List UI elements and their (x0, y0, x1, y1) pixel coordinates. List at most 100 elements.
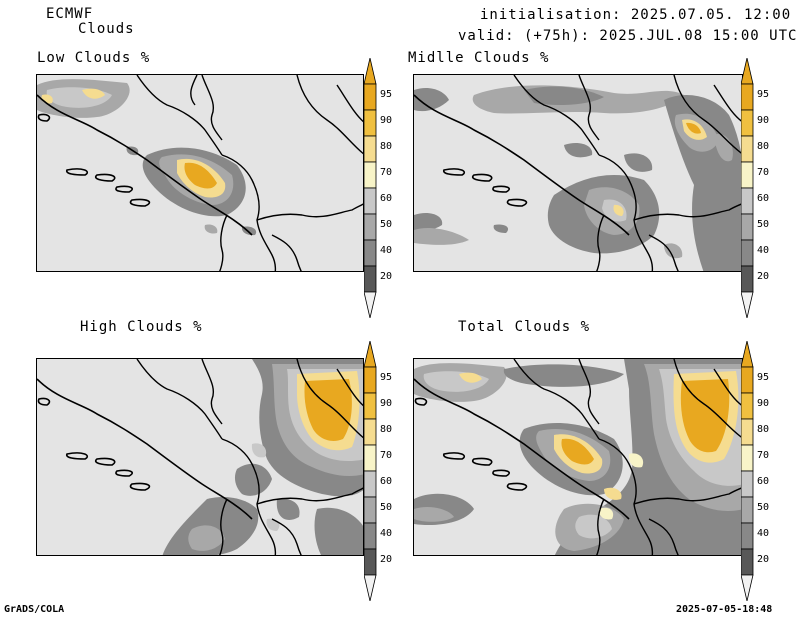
colorbar-label: 80 (757, 141, 769, 152)
colorbar-swatch (740, 265, 754, 293)
borders-total (513, 359, 742, 555)
colorbar-top-arrow (740, 340, 754, 368)
borders-high (136, 359, 363, 555)
colorbar-swatch (740, 239, 754, 267)
colorbar-swatch (740, 213, 754, 241)
colorbar-label: 95 (757, 89, 769, 100)
colorbar-label: 60 (380, 193, 392, 204)
colorbar-swatch (740, 522, 754, 550)
footer-timestamp: 2025-07-05-18:48 (676, 604, 773, 615)
cloud-fields-high (162, 359, 363, 555)
product-label: Clouds (78, 21, 135, 37)
colorbar-swatch (363, 444, 377, 472)
colorbar-label: 80 (757, 424, 769, 435)
colorbar-label: 80 (380, 141, 392, 152)
colorbar-svg: 95 90 80 70 60 50 40 20 (363, 340, 392, 602)
colorbar-label: 50 (380, 219, 392, 230)
colorbar-middle: 95 90 80 70 60 50 40 20 (740, 57, 789, 322)
colorbar-swatch (363, 213, 377, 241)
colorbar-swatch (363, 187, 377, 215)
colorbar-swatch (363, 470, 377, 498)
colorbar-label: 20 (380, 271, 392, 282)
colorbar-swatch (363, 366, 377, 394)
coastlines-middle (414, 94, 630, 236)
map-panel-total (413, 358, 743, 556)
colorbar-label: 70 (757, 167, 769, 178)
colorbar-bottom-arrow (740, 574, 754, 602)
colorbar-swatch (740, 187, 754, 215)
coastlines-total (414, 378, 630, 520)
colorbar-label: 95 (380, 372, 392, 383)
colorbar-label: 95 (380, 89, 392, 100)
colorbar-label: 90 (380, 115, 392, 126)
colorbar-swatch (363, 109, 377, 137)
coastlines-low (37, 94, 253, 236)
map-panel-middle (413, 74, 743, 272)
colorbar-swatch (363, 418, 377, 446)
colorbar-swatch (363, 135, 377, 163)
colorbar-swatch (363, 161, 377, 189)
colorbar-bottom-arrow (363, 291, 377, 319)
colorbar-swatch (740, 161, 754, 189)
colorbar-label: 40 (380, 245, 392, 256)
colorbar-bottom-arrow (363, 574, 377, 602)
cloud-fields-low (37, 79, 257, 236)
colorbar-swatch (363, 522, 377, 550)
colorbar-label: 40 (380, 528, 392, 539)
colorbar-label: 40 (757, 528, 769, 539)
colorbar-swatch (740, 392, 754, 420)
colorbar-label: 90 (757, 398, 769, 409)
colorbar-low: 95 90 80 70 60 50 40 20 (363, 57, 412, 322)
panel-title-high: High Clouds % (80, 319, 203, 335)
colorbar-label: 60 (757, 476, 769, 487)
colorbar-label: 70 (380, 167, 392, 178)
colorbar-top-arrow (740, 57, 754, 85)
colorbar-label: 60 (380, 476, 392, 487)
initialisation-label: initialisation: 2025.07.05. 12:00 UTC (480, 7, 800, 23)
colorbar-swatch (363, 239, 377, 267)
colorbar-swatch (363, 83, 377, 111)
colorbar-label: 90 (757, 115, 769, 126)
colorbar-swatch (740, 444, 754, 472)
colorbar-high: 95 90 80 70 60 50 40 20 (363, 340, 412, 605)
colorbar-total: 95 90 80 70 60 50 40 20 (740, 340, 789, 605)
colorbar-label: 50 (757, 219, 769, 230)
colorbar-label: 20 (380, 554, 392, 565)
colorbar-svg: 95 90 80 70 60 50 40 20 (363, 57, 392, 319)
colorbar-top-arrow (363, 340, 377, 368)
map-panel-low (36, 74, 364, 272)
colorbar-label: 40 (757, 245, 769, 256)
coastlines-high (37, 378, 253, 520)
colorbar-swatch (740, 496, 754, 524)
colorbar-swatch (363, 392, 377, 420)
colorbar-label: 70 (757, 450, 769, 461)
borders-middle (513, 75, 742, 271)
colorbar-swatch (740, 418, 754, 446)
colorbar-swatch (740, 135, 754, 163)
colorbar-label: 20 (757, 271, 769, 282)
colorbar-top-arrow (363, 57, 377, 85)
panel-title-total: Total Clouds % (458, 319, 591, 335)
colorbar-label: 95 (757, 372, 769, 383)
borders-low (136, 75, 363, 271)
colorbar-label: 50 (380, 502, 392, 513)
colorbar-swatch (740, 83, 754, 111)
colorbar-bottom-arrow (740, 291, 754, 319)
cloud-fields-total (414, 359, 742, 555)
colorbar-svg: 95 90 80 70 60 50 40 20 (740, 57, 769, 319)
colorbar-swatch (740, 548, 754, 576)
map-panel-high (36, 358, 364, 556)
colorbar-svg: 95 90 80 70 60 50 40 20 (740, 340, 769, 602)
colorbar-label: 60 (757, 193, 769, 204)
colorbar-swatch (363, 548, 377, 576)
panel-title-middle: Midlle Clouds % (408, 50, 550, 66)
colorbar-swatch (363, 496, 377, 524)
colorbar-swatch (740, 470, 754, 498)
colorbar-label: 20 (757, 554, 769, 565)
valid-time-label: valid: (+75h): 2025.JUL.08 15:00 UTC (458, 28, 798, 44)
colorbar-swatch (740, 366, 754, 394)
colorbar-label: 70 (380, 450, 392, 461)
colorbar-label: 90 (380, 398, 392, 409)
colorbar-label: 80 (380, 424, 392, 435)
colorbar-label: 50 (757, 502, 769, 513)
